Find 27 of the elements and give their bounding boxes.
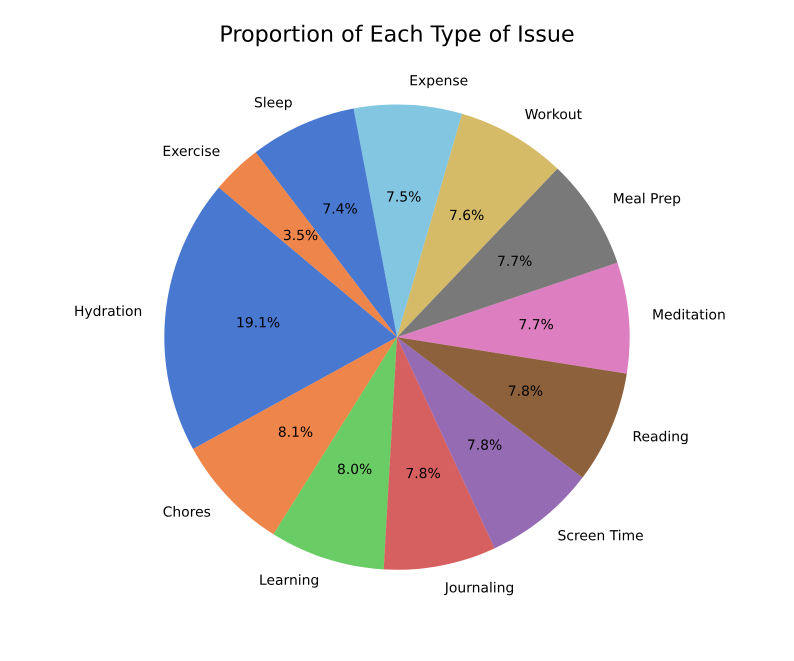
slice-label: Sleep [254,96,292,110]
slice-label: Hydration [75,305,142,319]
data-label: 7.6% [450,210,484,220]
chart-title: Proportion of Each Type of Issue [222,24,574,46]
data-label: 7.7% [520,318,553,330]
data-label: 7.4% [324,203,357,214]
slice-label: Meditation [653,308,725,320]
slice-label: Workout [525,108,582,120]
data-label: 7.5% [387,191,421,202]
slice-label: Chores [163,506,210,517]
slice-label: Learning [260,574,318,588]
slice-label: Reading [634,430,688,444]
data-label: 7.7% [498,256,532,266]
data-label: 19.1% [238,316,280,328]
data-label: 7.8% [508,385,542,396]
pie-slice [397,337,627,478]
data-label: 8.1% [278,426,312,437]
slice-label: Meal Prep [614,192,680,206]
slice-label: Expense [410,75,468,88]
data-label: 3.5% [284,230,318,240]
data-label: 7.8% [406,468,440,478]
slice-label: Screen Time [558,530,643,540]
slice-label: Exercise [164,145,220,156]
pie-slice [273,337,397,570]
data-label: 8.0% [338,464,372,474]
slice-label: Journaling [444,582,514,596]
data-label: 7.8% [468,439,502,450]
